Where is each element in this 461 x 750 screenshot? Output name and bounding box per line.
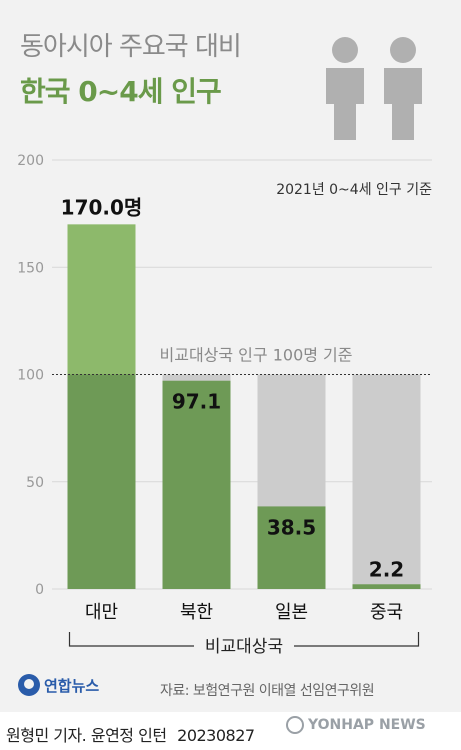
person-icon bbox=[326, 37, 364, 140]
bar-일본 bbox=[257, 506, 326, 589]
baseline-background-bar bbox=[352, 374, 421, 589]
y-axis-ticks: 0 50 100 150 200 bbox=[17, 153, 44, 598]
bar-중국 bbox=[352, 584, 421, 589]
watermark-text: YONHAP NEWS bbox=[308, 717, 426, 733]
credit-text: 원형민 기자. 윤연정 인턴 bbox=[6, 726, 167, 745]
source-text: 자료: 보험연구원 이태열 선임연구위원 bbox=[160, 683, 375, 699]
y-tick-label: 0 bbox=[35, 582, 44, 598]
watermark-icon bbox=[286, 716, 304, 734]
title-line-2: 한국 0~4세 인구 bbox=[20, 75, 222, 108]
category-labels: 대만 북한 일본 중국 bbox=[85, 602, 403, 623]
y-tick-label: 100 bbox=[17, 368, 44, 384]
logo-text: 연합뉴스 bbox=[44, 676, 100, 695]
y-tick-label: 150 bbox=[17, 260, 44, 276]
watermark: YONHAP NEWS bbox=[286, 716, 426, 734]
value-labels: 170.0명 97.1 38.5 2.2 bbox=[61, 195, 405, 581]
title-line-1: 동아시아 주요국 대비 bbox=[20, 32, 242, 62]
date-text: 20230827 bbox=[177, 726, 255, 745]
yonhap-logo-icon bbox=[18, 674, 40, 696]
baseline-label: 비교대상국 인구 100명 기준 bbox=[160, 346, 353, 365]
y-tick-label: 50 bbox=[26, 475, 44, 491]
value-label: 170.0명 bbox=[61, 195, 143, 219]
person-icon bbox=[384, 37, 422, 140]
yonhap-logo: 연합뉴스 bbox=[18, 674, 99, 696]
category-label: 중국 bbox=[370, 602, 403, 623]
chart-note: 2021년 0~4세 인구 기준 bbox=[276, 182, 432, 198]
value-label: 97.1 bbox=[172, 390, 221, 414]
value-label: 38.5 bbox=[267, 515, 316, 539]
credit-line: 원형민 기자. 윤연정 인턴 20230827 bbox=[6, 722, 255, 746]
bar-chart: 0 50 100 150 200 비교대상국 인구 100명 기준 2021년 0~4세… bbox=[17, 153, 432, 657]
group-label-background bbox=[194, 636, 294, 656]
category-label: 일본 bbox=[275, 602, 308, 623]
bar-대만 bbox=[67, 374, 136, 589]
y-tick-label: 200 bbox=[17, 153, 44, 169]
bars bbox=[67, 224, 421, 589]
people-illustration bbox=[326, 37, 422, 140]
category-label: 대만 bbox=[85, 602, 118, 623]
category-label: 북한 bbox=[180, 602, 213, 623]
value-label: 2.2 bbox=[369, 557, 404, 581]
bar-대만-above-baseline bbox=[67, 224, 136, 375]
group-label: 비교대상국 bbox=[205, 637, 283, 657]
bar-북한 bbox=[162, 380, 231, 589]
